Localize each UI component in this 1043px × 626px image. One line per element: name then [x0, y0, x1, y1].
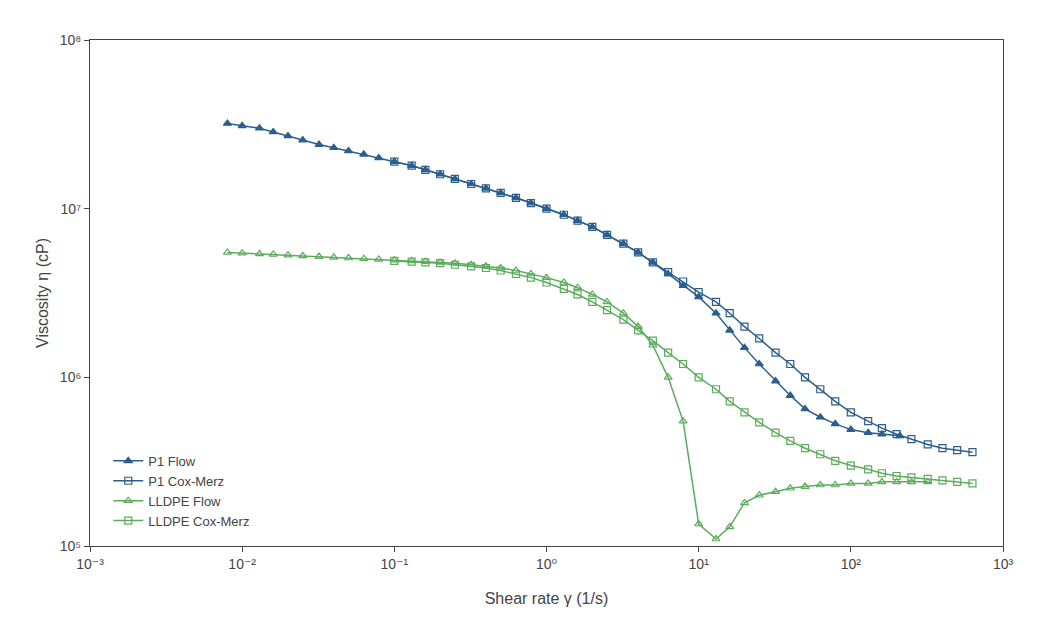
- svg-text:10⁶: 10⁶: [60, 369, 81, 385]
- svg-text:P1 Cox-Merz: P1 Cox-Merz: [148, 474, 224, 489]
- svg-text:Shear rate γ (1/s): Shear rate γ (1/s): [485, 590, 609, 607]
- svg-text:10¹: 10¹: [689, 556, 710, 572]
- svg-text:10⁵: 10⁵: [60, 538, 81, 554]
- svg-text:10⁻³: 10⁻³: [76, 556, 104, 572]
- svg-text:10²: 10²: [841, 556, 862, 572]
- svg-text:10⁰: 10⁰: [536, 556, 558, 572]
- svg-text:LLDPE Flow: LLDPE Flow: [148, 494, 221, 509]
- svg-text:LLDPE Cox-Merz: LLDPE Cox-Merz: [148, 514, 249, 529]
- svg-text:P1 Flow: P1 Flow: [148, 454, 196, 469]
- svg-text:10⁷: 10⁷: [61, 201, 82, 217]
- svg-text:10³: 10³: [993, 556, 1014, 572]
- svg-text:10⁻²: 10⁻²: [228, 556, 256, 572]
- svg-text:10⁻¹: 10⁻¹: [381, 556, 409, 572]
- svg-text:10⁸: 10⁸: [60, 32, 82, 48]
- svg-text:Viscosity η (cP): Viscosity η (cP): [34, 238, 51, 348]
